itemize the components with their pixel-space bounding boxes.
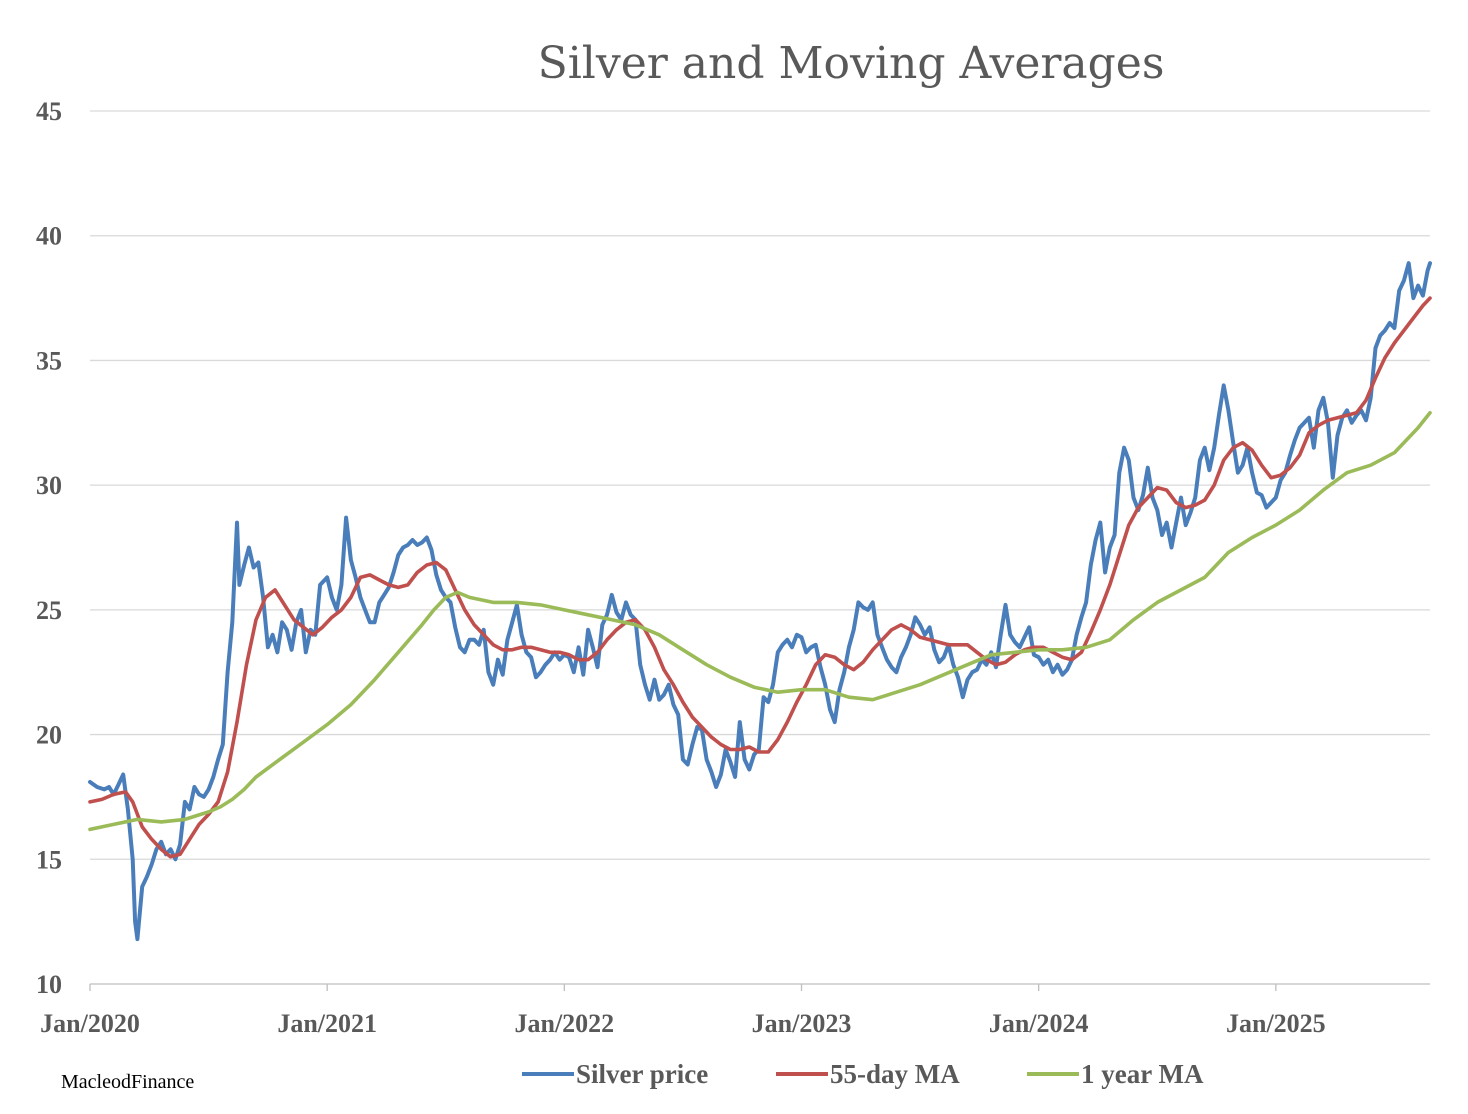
- y-tick-label: 30: [36, 471, 62, 500]
- x-tick-label: Jan/2024: [989, 1009, 1089, 1038]
- credit-label: MacleodFinance: [61, 1071, 194, 1093]
- series-line-55-day-ma: [88, 296, 1432, 859]
- legend-label: Silver price: [576, 1059, 708, 1089]
- y-tick-label: 40: [36, 222, 62, 251]
- x-tick-label: Jan/2022: [514, 1009, 614, 1038]
- y-tick-label: 15: [36, 845, 62, 874]
- series-lines: [88, 261, 1432, 942]
- y-gridlines: [90, 110, 1430, 985]
- legend-label: 1 year MA: [1081, 1059, 1204, 1089]
- legend: Silver price 55-day MA 1 year MA: [522, 1059, 1204, 1089]
- y-tick-label: 35: [36, 346, 62, 375]
- x-tick-label: Jan/2025: [1226, 1009, 1326, 1038]
- y-tick-label: 25: [36, 596, 62, 625]
- x-tick-label: Jan/2020: [40, 1009, 140, 1038]
- x-tick-label: Jan/2023: [752, 1009, 852, 1038]
- chart-title: Silver and Moving Averages: [538, 38, 1165, 89]
- legend-label: 55-day MA: [830, 1059, 960, 1089]
- y-axis-ticks: 10 15 20 25 30 35 40 45: [36, 97, 62, 999]
- series-line-1-year-ma: [88, 411, 1432, 832]
- y-tick-label: 45: [36, 97, 62, 126]
- series-line-silver-price: [88, 261, 1432, 942]
- x-axis-ticks: Jan/2020 Jan/2021 Jan/2022 Jan/2023 Jan/2024…: [40, 984, 1326, 1038]
- y-tick-label: 10: [36, 970, 62, 999]
- y-tick-label: 20: [36, 721, 62, 750]
- x-tick-label: Jan/2021: [277, 1009, 377, 1038]
